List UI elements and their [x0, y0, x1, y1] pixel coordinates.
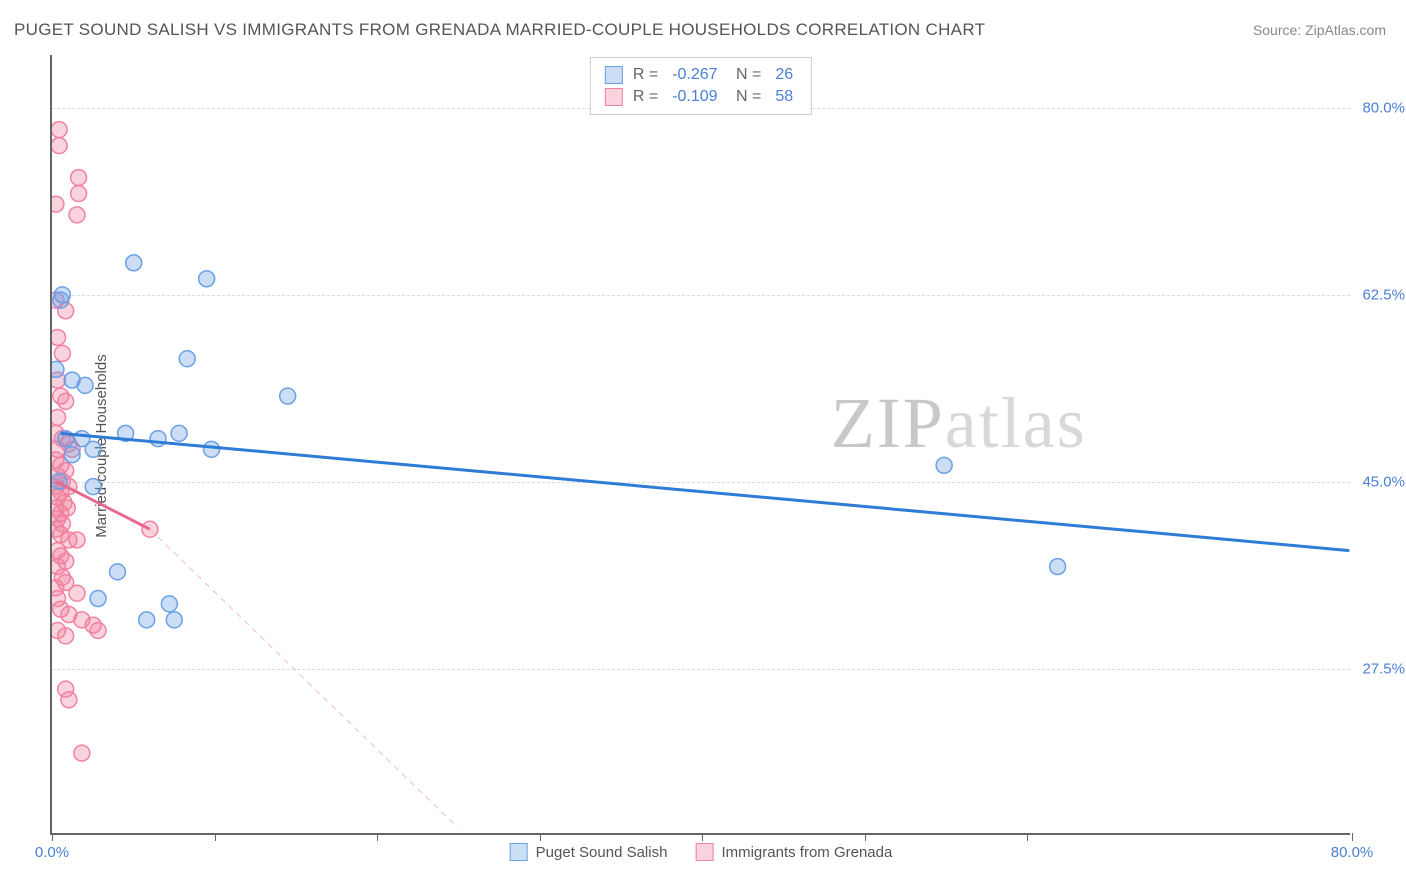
swatch-series-2: [605, 88, 623, 106]
swatch-series-1: [605, 66, 623, 84]
stats-row-2: R = -0.109 N = 58: [605, 86, 797, 108]
legend-swatch-1: [510, 843, 528, 861]
y-tick-label: 27.5%: [1362, 661, 1405, 678]
chart-svg: [52, 55, 1350, 833]
chart-title: PUGET SOUND SALISH VS IMMIGRANTS FROM GR…: [14, 20, 985, 40]
y-tick-label: 45.0%: [1362, 474, 1405, 491]
source-label: Source: ZipAtlas.com: [1253, 22, 1386, 38]
x-tick-label: 0.0%: [35, 844, 69, 861]
legend-item-1: Puget Sound Salish: [510, 843, 668, 861]
x-tick-label: 80.0%: [1331, 844, 1374, 861]
stats-row-1: R = -0.267 N = 26: [605, 64, 797, 86]
plot-area: ZIPatlas R = -0.267 N = 26 R = -0.109 N …: [50, 55, 1350, 835]
y-tick-label: 62.5%: [1362, 287, 1405, 304]
y-tick-label: 80.0%: [1362, 100, 1405, 117]
legend-swatch-2: [695, 843, 713, 861]
bottom-legend: Puget Sound Salish Immigrants from Grena…: [510, 843, 893, 861]
stats-box: R = -0.267 N = 26 R = -0.109 N = 58: [590, 57, 812, 115]
chart-container: PUGET SOUND SALISH VS IMMIGRANTS FROM GR…: [0, 0, 1406, 892]
legend-item-2: Immigrants from Grenada: [695, 843, 892, 861]
